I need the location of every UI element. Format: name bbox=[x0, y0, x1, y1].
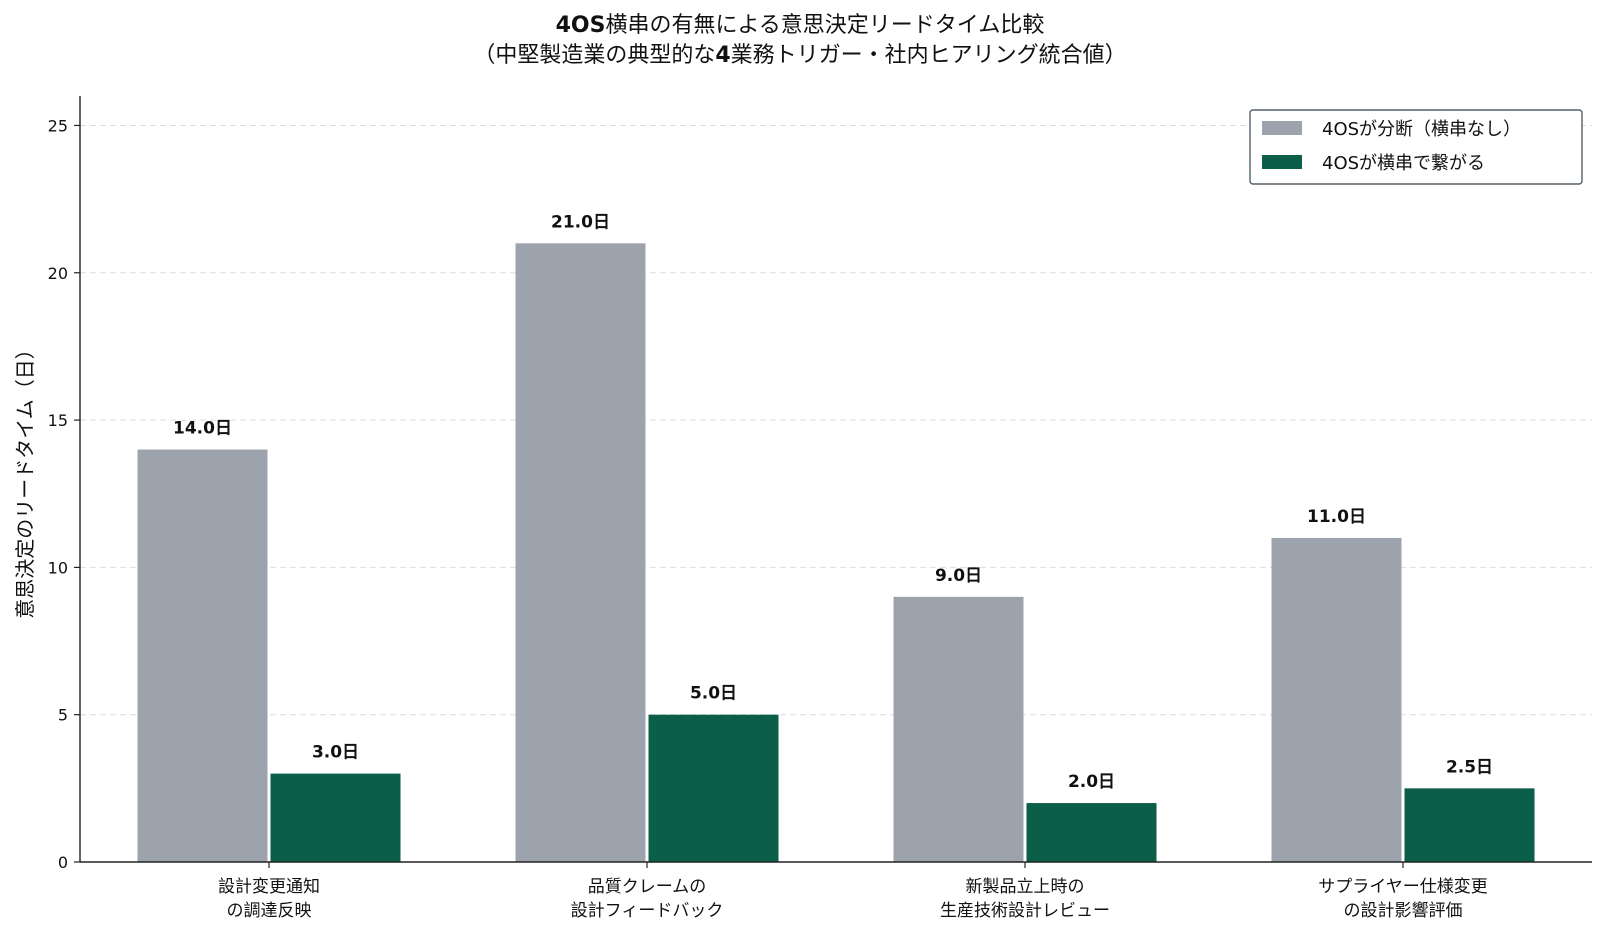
chart-title: 4OS横串の有無による意思決定リードタイム比較 （中堅製造業の典型的な4業務トリガ… bbox=[473, 13, 1126, 68]
subtitle-bold-run: 4 bbox=[715, 43, 730, 68]
x-tick-label: 設計フィードバック bbox=[571, 901, 724, 921]
data-label: 9.0日 bbox=[935, 566, 982, 586]
x-tick-label: の調達反映 bbox=[227, 901, 312, 921]
subtitle-text-run: 業務トリガー・社内ヒアリング統合値） bbox=[731, 43, 1127, 68]
bars bbox=[137, 243, 1535, 863]
data-label: 11.0日 bbox=[1307, 507, 1366, 527]
data-label: 14.0日 bbox=[173, 419, 232, 439]
title-bold-run: 4OS bbox=[556, 13, 606, 38]
legend-label: 4OSが横串で繋がる bbox=[1322, 153, 1485, 174]
y-tick-label: 25 bbox=[48, 116, 68, 135]
data-label: 2.5日 bbox=[1446, 757, 1493, 777]
x-tick-label: 生産技術設計レビュー bbox=[940, 901, 1110, 921]
title-line-1: 4OS横串の有無による意思決定リードタイム比較 bbox=[556, 13, 1045, 38]
bar-siloed bbox=[137, 449, 268, 862]
bar-siloed bbox=[1271, 537, 1402, 862]
legend-label: 4OSが分断（横串なし） bbox=[1322, 119, 1521, 140]
data-label: 5.0日 bbox=[690, 684, 737, 704]
title-text-run: 横串の有無による意思決定リードタイム比較 bbox=[605, 13, 1044, 38]
data-label: 21.0日 bbox=[551, 212, 610, 232]
x-tick-label: 品質クレームの bbox=[588, 877, 707, 897]
bar-connected bbox=[1404, 788, 1535, 862]
subtitle-prefix-run: （中堅製造業の典型的な bbox=[473, 43, 715, 68]
y-tick-label: 15 bbox=[48, 411, 68, 430]
bar-siloed bbox=[893, 596, 1024, 862]
x-tick-label: サプライヤー仕様変更 bbox=[1318, 877, 1488, 897]
y-tick-label: 5 bbox=[58, 706, 68, 725]
data-label: 3.0日 bbox=[312, 743, 359, 763]
legend: 4OSが分断（横串なし） 4OSが横串で繋がる bbox=[1249, 109, 1583, 185]
x-tick-label: 新製品立上時の bbox=[966, 877, 1085, 897]
data-labels: 14.0日 3.0日 21.0日 5.0日 9.0日 2.0日 11.0日 2.5日 bbox=[173, 212, 1493, 792]
bar-connected bbox=[648, 714, 779, 862]
bar-connected bbox=[270, 773, 401, 862]
y-tick-label: 20 bbox=[48, 264, 68, 283]
bar-siloed bbox=[515, 243, 646, 863]
bar-connected bbox=[1026, 803, 1157, 862]
title-line-2: （中堅製造業の典型的な4業務トリガー・社内ヒアリング統合値） bbox=[473, 43, 1126, 68]
y-tick-label: 0 bbox=[58, 853, 68, 872]
legend-swatch bbox=[1262, 155, 1302, 169]
y-axis-label: 意思決定のリードタイム（日） bbox=[13, 339, 37, 619]
x-tick-label: の設計影響評価 bbox=[1344, 901, 1463, 921]
legend-swatch bbox=[1262, 121, 1302, 135]
x-tick-label: 設計変更通知 bbox=[218, 877, 320, 897]
data-label: 2.0日 bbox=[1068, 772, 1115, 792]
y-tick-label: 10 bbox=[48, 558, 68, 577]
legend-box bbox=[1249, 109, 1583, 185]
